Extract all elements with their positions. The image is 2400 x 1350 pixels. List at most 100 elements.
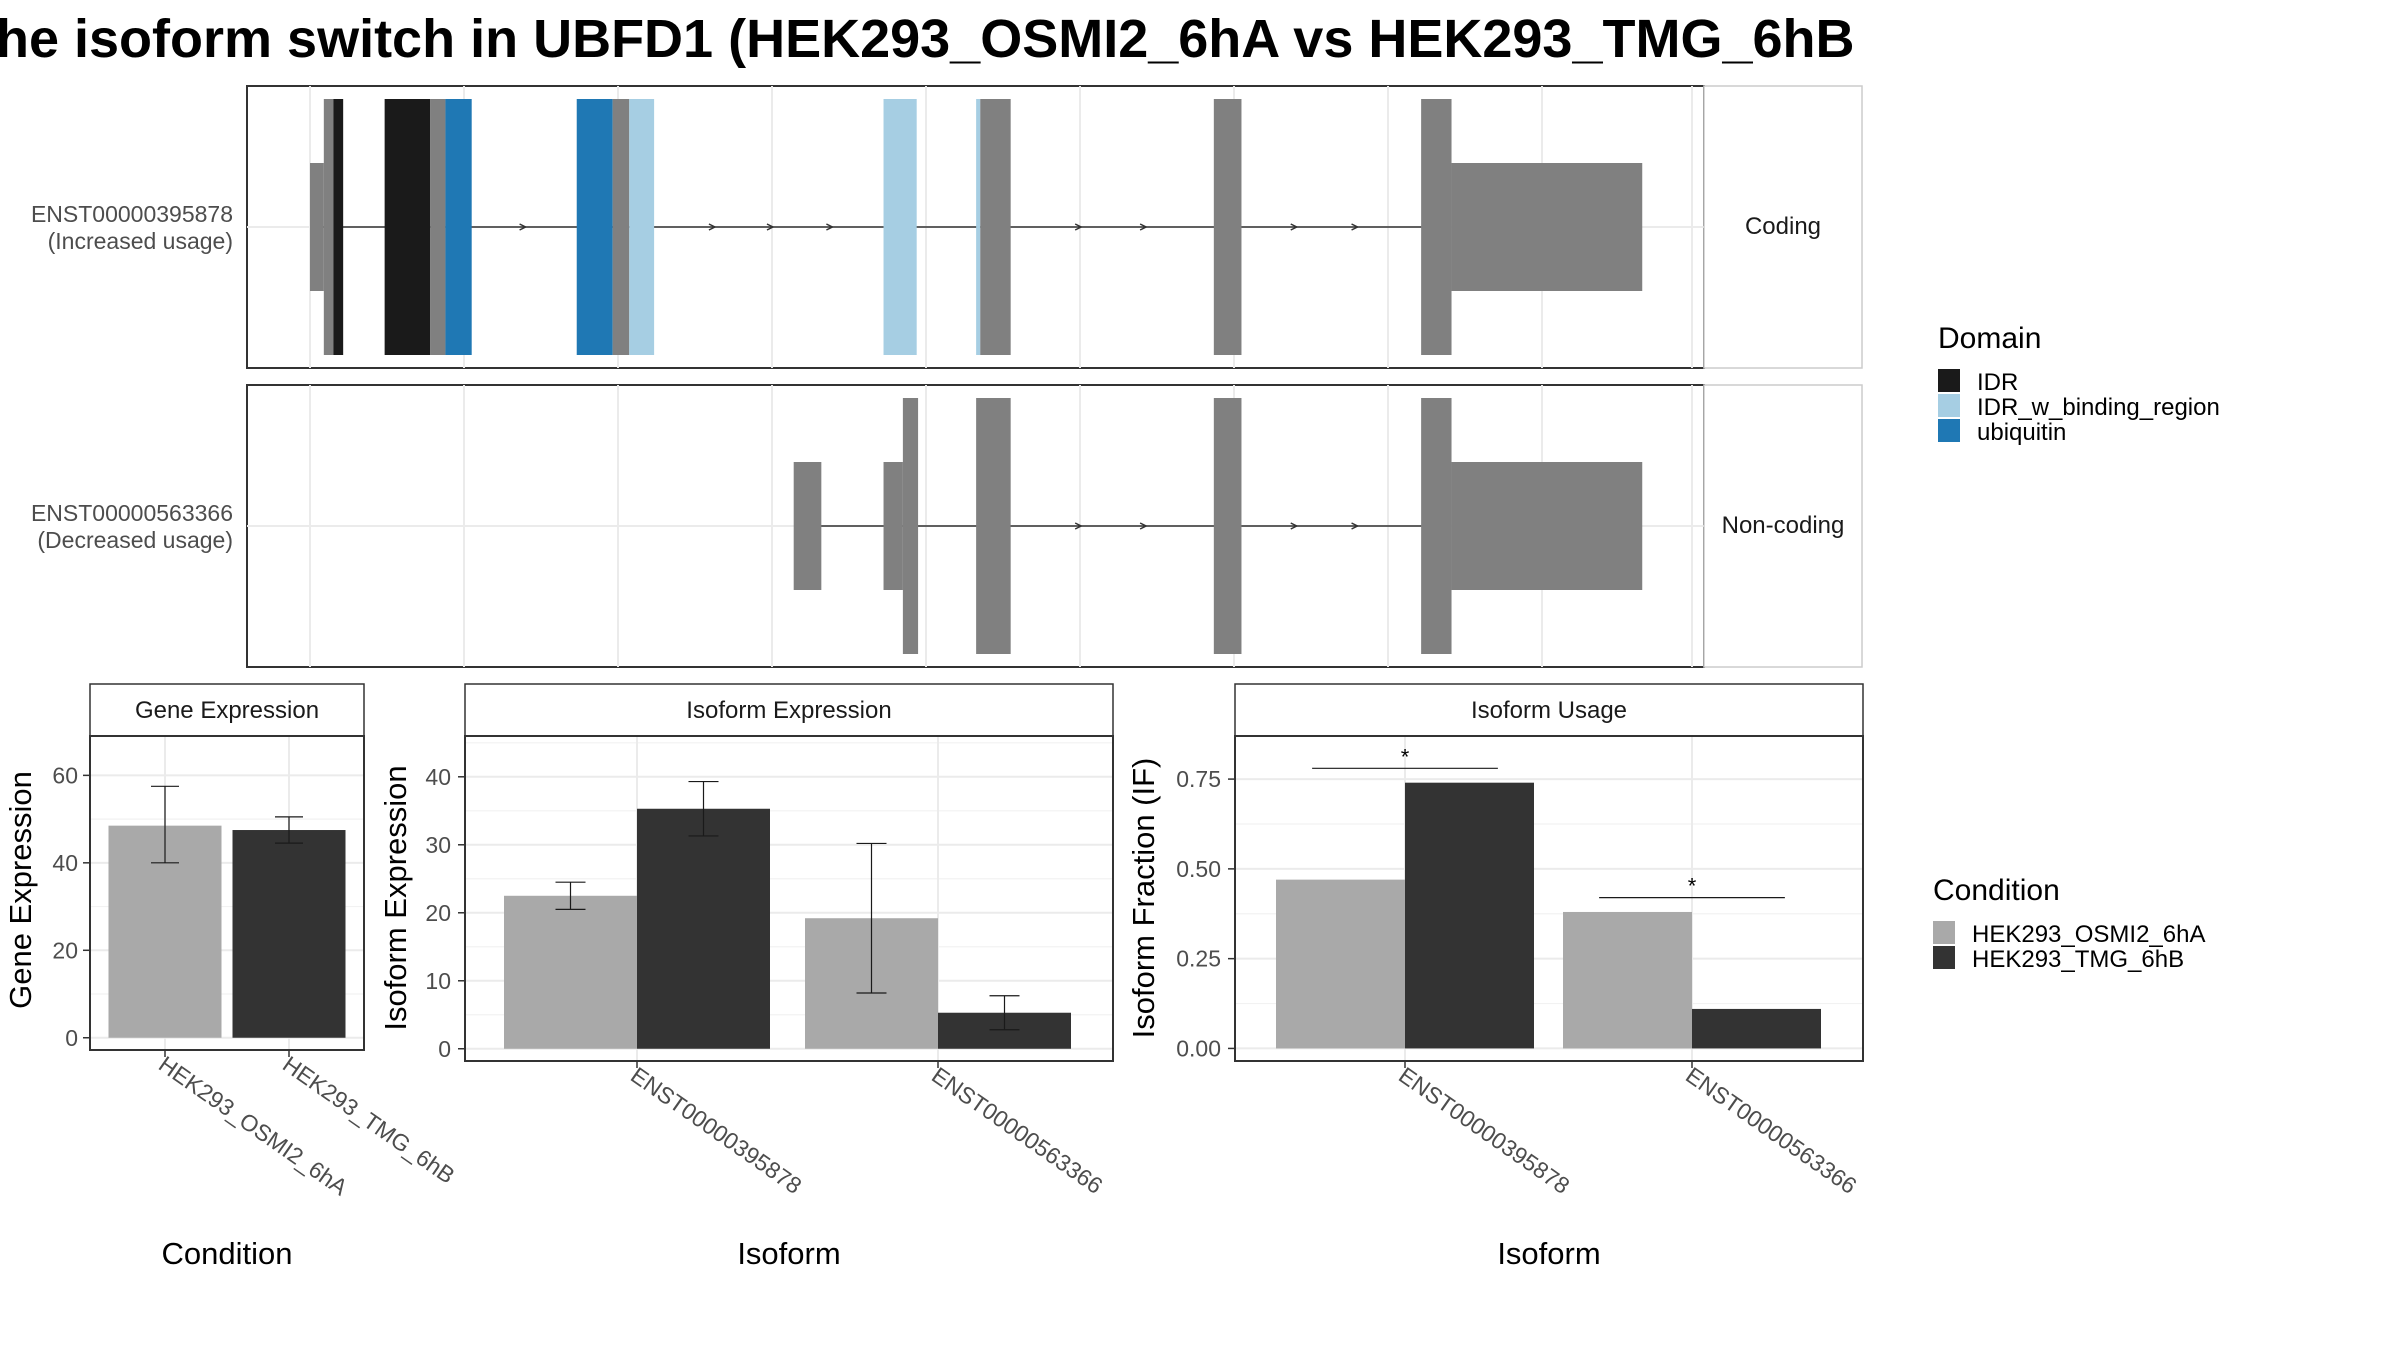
strip-box: [1703, 85, 1863, 369]
significance-star: *: [1688, 874, 1697, 899]
transcript-panel-1: Coding ENST00000395878 (Increased usage): [31, 85, 1863, 369]
legend-label-idr-binding: IDR_w_binding_region: [1977, 394, 2220, 421]
y-tick-label: 0: [438, 1036, 451, 1062]
panel-border: [1234, 735, 1864, 1062]
exon-block: [445, 99, 472, 355]
strip-title: Gene Expression: [135, 697, 319, 724]
y-tick-label: 0.25: [1176, 946, 1221, 972]
bar: [504, 895, 637, 1049]
gene-expression-panel: Gene Expression 0204060HEK293_OSMI2_6hAH…: [3, 683, 460, 1271]
domain-legend: Domain IDR IDR_w_binding_region ubiquiti…: [1938, 322, 2220, 446]
strip-label-coding: Coding: [1745, 213, 1821, 240]
y-axis-title: Isoform Expression: [378, 765, 413, 1030]
x-axis-title: Isoform: [737, 1236, 840, 1271]
x-axis-title: Isoform: [1497, 1236, 1600, 1271]
exon-block: [612, 99, 630, 355]
condition-legend: Condition HEK293_OSMI2_6hA HEK293_TMG_6h…: [1933, 874, 2205, 973]
transcript-id-label: ENST00000395878: [31, 201, 233, 227]
legend-swatch-condition-b: [1933, 946, 1955, 969]
exon-block: [310, 163, 324, 291]
isoform-expression-panel: Isoform Expression 0 10 20 30 40 ENST00000395…: [378, 683, 1114, 1271]
exon-block: [1451, 462, 1643, 590]
exon-block: [1451, 163, 1643, 291]
legend-swatch-idr-binding: [1938, 394, 1960, 417]
x-axis-title: Condition: [162, 1236, 293, 1271]
strip-box: [89, 683, 365, 737]
y-tick-label: 0: [65, 1025, 78, 1051]
strand-arrow: [1139, 522, 1148, 530]
strand-arrow: [1351, 522, 1360, 530]
bar: [637, 808, 770, 1049]
strand-arrow: [826, 223, 835, 231]
strand-arrow: [1290, 522, 1299, 530]
exon-block: [430, 99, 446, 355]
transcript-id-label: ENST00000563366: [31, 500, 233, 526]
y-tick-label: 30: [425, 832, 451, 858]
x-tick-label: ENST00000563366: [1681, 1062, 1861, 1199]
isoform-usage-panel: Isoform Usage 0.00 0.25 0.50 0.75 * * ENST0000…: [1126, 683, 1864, 1271]
y-tick-label: 20: [425, 900, 451, 926]
significance-star: *: [1401, 744, 1410, 769]
strand-arrow: [519, 223, 528, 231]
strand-arrow: [708, 223, 717, 231]
exon-block: [1421, 398, 1452, 654]
y-tick-label: 60: [52, 762, 78, 788]
y-tick-label: 0.50: [1176, 856, 1221, 882]
strand-arrow: [1139, 223, 1148, 231]
exon-block: [793, 462, 822, 590]
exon-block: [1213, 398, 1242, 654]
bar: [1405, 782, 1534, 1049]
strip-box: [1703, 384, 1863, 668]
x-tick-label: ENST00000395878: [626, 1062, 806, 1199]
y-tick-label: 40: [425, 764, 451, 790]
y-tick-label: 40: [52, 850, 78, 876]
exon-block: [902, 398, 919, 654]
panel-border: [89, 735, 365, 1051]
exon-block: [976, 99, 981, 355]
gene-structure-plot-2: [247, 385, 1704, 667]
y-tick-label: 20: [52, 937, 78, 963]
exon-block: [1421, 99, 1452, 355]
transcript-panel-2: Non-coding ENST00000563366 (Decreased us…: [31, 384, 1863, 668]
transcript-usage-label: (Increased usage): [48, 228, 233, 254]
strip-box: [464, 683, 1114, 737]
exon-block: [976, 398, 1011, 654]
gene-structure-plot-1: [247, 86, 1704, 368]
exon-block: [629, 99, 655, 355]
legend-swatch-condition-a: [1933, 921, 1955, 944]
isoform-expression-plot: 0 10 20 30 40 ENST00000395878 ENST00000563366: [425, 735, 1114, 1199]
bar: [1563, 911, 1692, 1049]
y-tick-label: 10: [425, 968, 451, 994]
y-tick-label: 0.00: [1176, 1035, 1221, 1061]
legend-label-condition-b: HEK293_TMG_6hB: [1972, 946, 2184, 973]
strip-title: Isoform Usage: [1471, 697, 1627, 724]
x-tick-label: ENST00000563366: [927, 1062, 1107, 1199]
exon-block: [883, 462, 903, 590]
strip-box: [1234, 683, 1864, 737]
bar: [1276, 879, 1405, 1049]
strip-label-noncoding: Non-coding: [1722, 512, 1845, 539]
panel-border: [464, 735, 1114, 1062]
strand-arrow: [766, 223, 775, 231]
strand-arrow: [1290, 223, 1299, 231]
condition-legend-title: Condition: [1933, 874, 2060, 907]
figure-title: he isoform switch in UBFD1 (HEK293_OSMI2…: [0, 9, 1855, 69]
y-tick-label: 0.75: [1176, 766, 1221, 792]
exon-block: [883, 99, 917, 355]
legend-swatch-idr: [1938, 369, 1960, 392]
exon-block: [323, 99, 334, 355]
y-axis-title: Isoform Fraction (IF): [1126, 758, 1161, 1039]
strand-arrow: [1074, 223, 1083, 231]
strip-title: Isoform Expression: [686, 697, 891, 724]
strand-arrow: [1074, 522, 1083, 530]
exon-block: [980, 99, 1011, 355]
legend-label-ubiquitin: ubiquitin: [1977, 419, 2066, 446]
exon-block: [1213, 99, 1242, 355]
strand-arrow: [1351, 223, 1360, 231]
exon-block: [576, 99, 613, 355]
bar: [1692, 1008, 1821, 1049]
exon-block: [333, 99, 344, 355]
legend-label-idr: IDR: [1977, 369, 2018, 396]
